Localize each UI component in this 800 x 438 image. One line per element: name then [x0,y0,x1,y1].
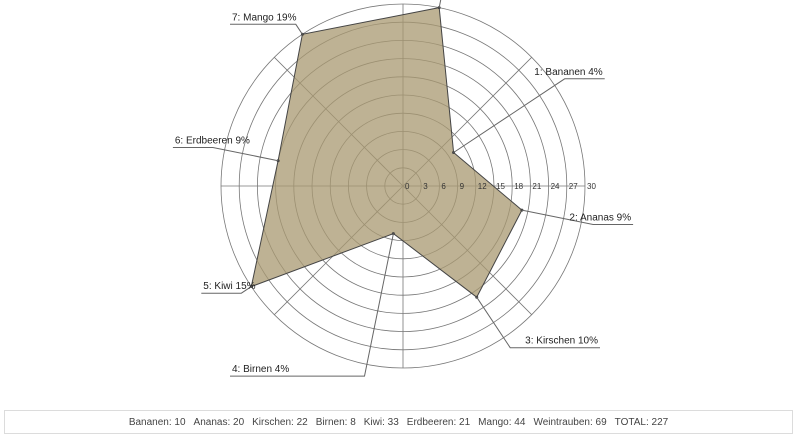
data-polygon [250,7,523,298]
radar-chart: 0 3 6 9 12 15 18 21 24 27 30 1: Bananen 4% 2: Ananas… [172,0,634,377]
summary-item-kirschen: Kirschen: 22 [252,416,308,428]
radial-tick-label-3: 9 [460,182,465,191]
summary-item-ananas: Ananas: 20 [193,416,245,428]
summary-item-erdbeeren: Erdbeeren: 21 [406,416,471,428]
radial-tick-label-7: 21 [532,182,541,191]
slice-label-kirschen: 3: Kirschen 10% [525,336,598,347]
radial-tick-label-0: 0 [405,182,410,191]
slice-label-ananas: 2: Ananas 9% [569,213,631,224]
leader-line-ananas [521,209,634,225]
leader-line-weintrauben [438,0,442,8]
slice-label-mango: 7: Mango 19% [232,12,297,23]
summary-item-birnen: Birnen: 8 [315,416,356,428]
slice-label-birnen: 4: Birnen 4% [232,364,289,375]
leader-line-kiwi [201,286,252,294]
leader-line-erdbeeren [172,147,279,162]
radar-chart-svg: 0 3 6 9 12 15 18 21 24 27 30 1: Bananen 4% 2: Ananas… [172,0,634,377]
leader-line-kirschen [476,296,600,349]
slice-label-bananen: 1: Bananen 4% [534,67,602,78]
slice-label-erdbeeren: 6: Erdbeeren 9% [175,135,250,146]
radial-tick-label-4: 12 [478,182,487,191]
slice-label-kiwi: 5: Kiwi 15% [203,281,255,292]
summary-item-weintrauben: Weintrauben: 69 [533,416,607,428]
data-point-birnen [391,232,395,236]
data-point-weintrauben [437,6,441,10]
radial-tick-label-5: 15 [496,182,505,191]
leader-line-bananen [453,78,605,153]
summary-item-bananen: Bananen: 10 [128,416,186,428]
radial-tick-label-9: 27 [569,182,578,191]
radial-tick-label-8: 24 [551,182,560,191]
radial-tick-label-2: 6 [441,182,446,191]
data-point-erdbeeren [276,159,280,163]
summary-item-mango: Mango: 44 [478,416,526,428]
radial-tick-label-6: 18 [514,182,523,191]
leader-line-birnen [230,233,394,377]
summary-bar: Bananen: 10 Ananas: 20 Kirschen: 22 Birn… [4,410,793,434]
radial-tick-label-1: 3 [423,182,428,191]
radial-tick-label-10: 30 [587,182,596,191]
leader-line-mango [230,23,303,35]
summary-item-total: TOTAL: 227 [614,416,669,428]
summary-item-kiwi: Kiwi: 33 [363,416,399,428]
